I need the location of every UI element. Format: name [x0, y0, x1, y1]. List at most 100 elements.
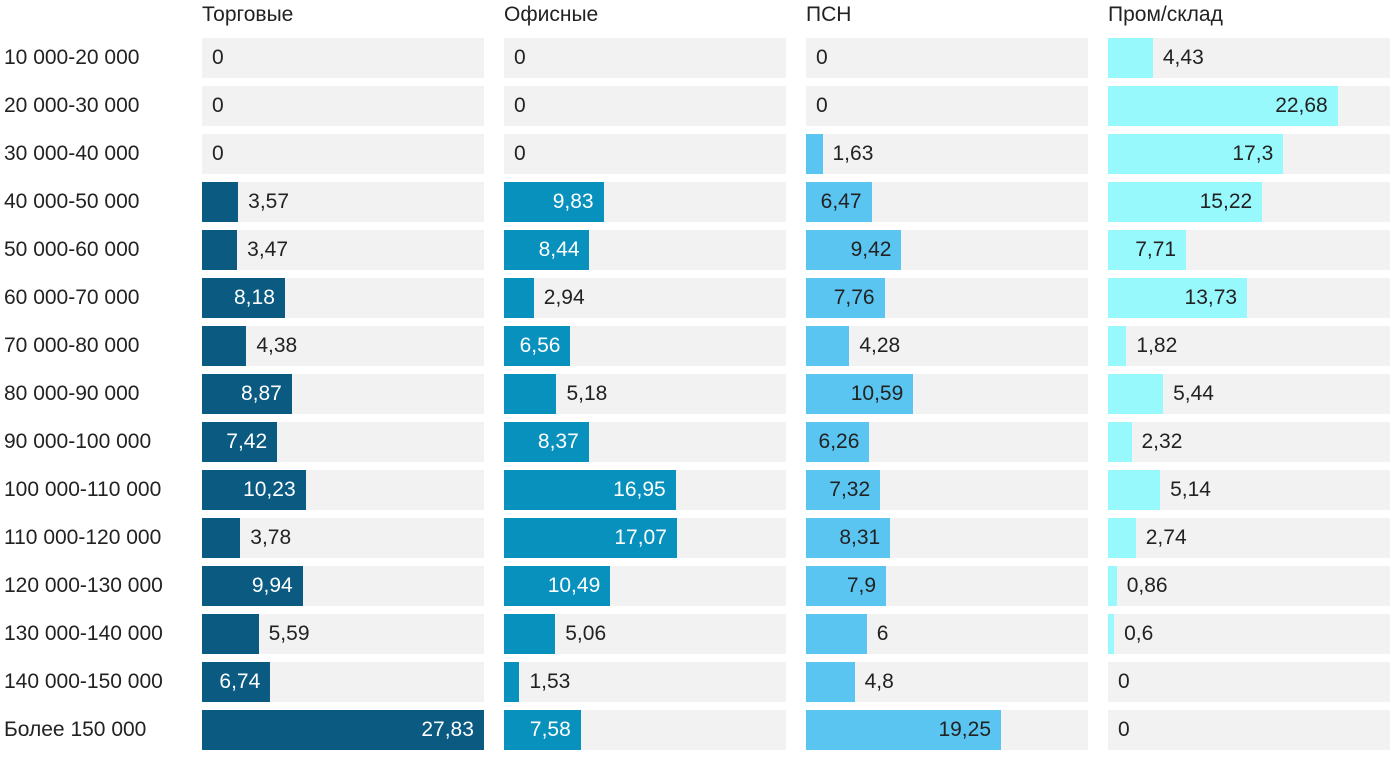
bar-track: 6,74 [202, 662, 484, 702]
category-label: 130 000-140 000 [4, 622, 163, 645]
bar [202, 662, 271, 702]
data-label: 16,95 [613, 478, 666, 501]
data-label: 4,8 [864, 670, 894, 693]
data-label: 4,38 [256, 334, 298, 357]
bar [806, 278, 885, 318]
bar-track: 9,83 [504, 182, 786, 222]
data-label: 5,44 [1173, 382, 1214, 405]
bar-track: 0 [504, 134, 786, 174]
bar-track: 8,87 [202, 374, 484, 414]
data-label: 8,31 [839, 526, 881, 549]
bar [202, 326, 247, 366]
bar-track: 5,18 [504, 374, 786, 414]
bar [202, 710, 484, 750]
bar-track: 0 [202, 86, 484, 126]
bar-track: 17,07 [504, 518, 786, 558]
bar-track: 1,53 [504, 662, 786, 702]
bar [504, 518, 677, 558]
bar-track: 17,3 [1108, 134, 1390, 174]
bar-track: 5,59 [202, 614, 484, 654]
bar-track: 4,43 [1108, 38, 1390, 78]
bar-track: 6,26 [806, 422, 1088, 462]
bar-track: 0,6 [1108, 614, 1390, 654]
data-label: 17,3 [1232, 142, 1274, 165]
bar-track: 7,9 [806, 566, 1088, 606]
bar-track: 0 [806, 86, 1088, 126]
bar [806, 470, 881, 510]
bar [806, 230, 902, 270]
bar-track: 0,86 [1108, 566, 1390, 606]
bar [1108, 86, 1338, 126]
bar [1108, 230, 1187, 270]
data-label: 9,83 [552, 190, 594, 213]
bar-track: 9,94 [202, 566, 484, 606]
bar-track: 8,18 [202, 278, 484, 318]
panel-title: Пром/склад [1108, 3, 1223, 26]
category-label: 100 000-110 000 [4, 478, 162, 501]
bar-track: 2,94 [504, 278, 786, 318]
category-label: 80 000-90 000 [4, 382, 140, 405]
data-label: 2,32 [1141, 430, 1183, 453]
data-label: 1,82 [1136, 334, 1178, 357]
data-label: 7,9 [846, 574, 877, 597]
data-label: 7,32 [829, 478, 871, 501]
data-label: 5,59 [268, 622, 310, 645]
category-label: 70 000-80 000 [4, 334, 140, 357]
data-label: 15,22 [1199, 190, 1253, 213]
bar-track: 0 [1108, 710, 1390, 750]
category-label: 20 000-30 000 [4, 94, 140, 117]
category-label: 40 000-50 000 [4, 190, 140, 213]
data-label: 22,68 [1275, 94, 1328, 117]
data-label: 0 [816, 94, 828, 117]
bar-track: 10,59 [806, 374, 1088, 414]
bar [1108, 326, 1127, 366]
bar-track: 0 [504, 38, 786, 78]
bar-track: 5,06 [504, 614, 786, 654]
data-label: 2,94 [543, 286, 585, 309]
data-label: 8,87 [240, 382, 282, 405]
bar [806, 182, 872, 222]
bar [1108, 278, 1248, 318]
bar-track: 1,82 [1108, 326, 1390, 366]
bar [202, 230, 238, 270]
bar [806, 134, 823, 174]
data-label: 13,73 [1184, 286, 1238, 309]
data-label: 0 [1118, 718, 1130, 741]
bar [504, 278, 534, 318]
data-label: 10,23 [243, 478, 296, 501]
data-label: 0,6 [1124, 622, 1154, 645]
bar-track: 5,44 [1108, 374, 1390, 414]
bar [202, 374, 292, 414]
bar-track: 3,47 [202, 230, 484, 270]
data-label: 1,53 [529, 670, 571, 693]
data-label: 3,78 [250, 526, 292, 549]
bar [202, 518, 241, 558]
data-label: 7,42 [226, 430, 268, 453]
bar [202, 182, 239, 222]
bar-track: 4,38 [202, 326, 484, 366]
bar-track: 22,68 [1108, 86, 1390, 126]
bar-track: 7,42 [202, 422, 484, 462]
data-label: 8,44 [538, 238, 580, 261]
panel-title: Торговые [202, 3, 294, 26]
bar [202, 614, 259, 654]
data-label: 17,07 [614, 526, 667, 549]
category-label: 50 000-60 000 [4, 238, 140, 261]
panel-title: ПСН [806, 3, 852, 26]
bar-track: 0 [202, 38, 484, 78]
data-label: 0 [816, 46, 828, 69]
bar-track: 4,8 [806, 662, 1088, 702]
bar-track: 8,37 [504, 422, 786, 462]
bar [504, 566, 611, 606]
bar [504, 374, 557, 414]
bar [1108, 38, 1153, 78]
bar-track: 13,73 [1108, 278, 1390, 318]
data-label: 6,47 [820, 190, 862, 213]
bar [806, 518, 891, 558]
data-label: 10,59 [850, 382, 904, 405]
bar-track: 3,78 [202, 518, 484, 558]
bar-track: 8,31 [806, 518, 1088, 558]
bar [1108, 470, 1161, 510]
data-label: 5,06 [565, 622, 607, 645]
